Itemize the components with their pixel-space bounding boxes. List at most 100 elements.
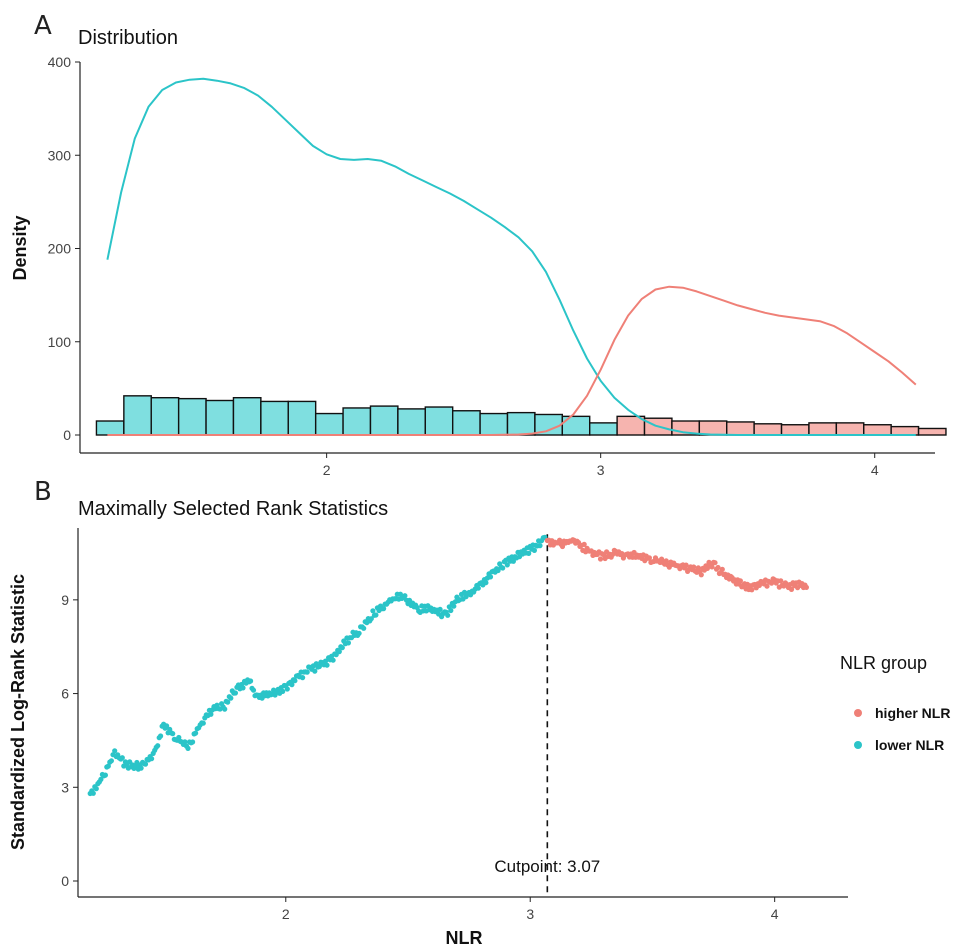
point-lower [190, 739, 196, 745]
panel-b-x-tick-label: 2 [282, 906, 290, 922]
point-lower [222, 706, 228, 712]
histogram-bar [287, 400, 317, 436]
histogram-bar [205, 399, 235, 436]
panel-b-letter: B [34, 477, 52, 507]
point-lower [228, 695, 234, 701]
point-lower [345, 640, 351, 646]
density-line-higher [107, 285, 917, 436]
panel-a-y-tick-label: 0 [63, 427, 71, 443]
point-higher [663, 558, 669, 564]
point-lower [90, 790, 96, 796]
point-lower [437, 606, 443, 613]
histogram-bar [780, 424, 810, 436]
point-lower [324, 662, 330, 668]
panel-a-x-tick-label: 4 [871, 462, 879, 478]
point-higher [788, 586, 795, 593]
panel-a-y-tick-label: 400 [48, 54, 72, 70]
panel-b-plot: 0 3 6 9 2 3 4 Cutpoint: 3.07 [61, 528, 848, 922]
point-lower [185, 745, 191, 752]
histogram-bar [232, 397, 262, 436]
point-lower [250, 687, 257, 693]
point-lower [164, 723, 170, 729]
histogram-bar [479, 412, 509, 436]
point-lower [208, 711, 214, 717]
point-lower [526, 550, 532, 557]
histogram-bar [424, 406, 454, 436]
point-higher [769, 580, 775, 586]
point-lower [451, 603, 457, 609]
point-lower [119, 755, 125, 761]
point-lower [537, 543, 543, 549]
histogram-bar [260, 400, 289, 436]
point-higher [559, 543, 566, 550]
point-lower [330, 657, 336, 663]
legend-label-higher: higher NLR [875, 705, 950, 721]
point-lower [304, 669, 310, 675]
density-line-lower [106, 77, 916, 436]
panel-a-x-tick-label: 2 [323, 462, 331, 478]
histogram-bar [451, 410, 481, 436]
point-lower [500, 565, 506, 571]
point-lower [155, 743, 161, 749]
point-lower [475, 585, 481, 591]
point-lower [98, 776, 104, 783]
histogram-bar [177, 397, 207, 436]
point-higher [712, 560, 718, 566]
point-lower [105, 763, 111, 769]
panel-b-y-tick-label: 0 [61, 873, 69, 889]
histogram-bar [397, 408, 426, 436]
panel-a-letter: A [34, 11, 52, 41]
point-lower [280, 688, 286, 695]
point-lower [531, 547, 538, 554]
histogram-bar [917, 427, 947, 436]
panel-b-title: Maximally Selected Rank Statistics [78, 498, 388, 520]
point-lower [112, 748, 118, 754]
point-higher [683, 562, 689, 568]
point-lower [368, 616, 374, 622]
point-lower [370, 608, 376, 614]
point-lower [225, 699, 231, 705]
histogram-bar [808, 422, 838, 436]
panel-a-plot: 0 100 200 300 400 2 3 4 [48, 54, 947, 478]
point-lower [495, 567, 501, 574]
point-lower [402, 593, 408, 599]
histogram-bar [342, 407, 372, 436]
point-higher [597, 556, 604, 562]
point-lower [312, 668, 318, 674]
panel-b-xlabel: NLR [446, 928, 483, 948]
panel-a-y-tick-label: 100 [48, 334, 72, 350]
point-lower [381, 606, 387, 612]
histogram-bar [506, 411, 536, 436]
panel-b-y-tick-label: 9 [61, 592, 69, 608]
point-higher [557, 537, 563, 543]
point-higher [698, 572, 704, 578]
histogram-bar [150, 397, 180, 436]
histogram-bar [369, 405, 399, 436]
histogram-bar [314, 412, 344, 436]
point-lower [487, 574, 494, 580]
panel-b-x-tick-label: 4 [771, 906, 779, 922]
legend-key-higher [854, 709, 862, 717]
point-lower [504, 562, 510, 568]
point-higher [581, 541, 587, 548]
point-lower [200, 720, 206, 726]
point-lower [397, 591, 403, 597]
point-lower [193, 730, 199, 736]
panel-b-x-tick-label: 3 [526, 906, 534, 922]
point-higher [803, 584, 810, 591]
panel-b-ylabel: Standardized Log-Rank Statistic [8, 574, 28, 850]
point-lower [248, 678, 254, 684]
point-lower [176, 734, 182, 741]
point-higher [778, 578, 784, 584]
point-higher [756, 582, 763, 589]
point-lower [232, 690, 238, 696]
point-higher [709, 564, 715, 570]
histogram-bar [123, 395, 152, 436]
histogram-bar [698, 420, 728, 436]
point-lower [300, 675, 306, 681]
legend-key-lower [854, 741, 862, 749]
point-higher [749, 587, 755, 593]
point-lower [142, 761, 149, 767]
point-higher [646, 555, 653, 561]
